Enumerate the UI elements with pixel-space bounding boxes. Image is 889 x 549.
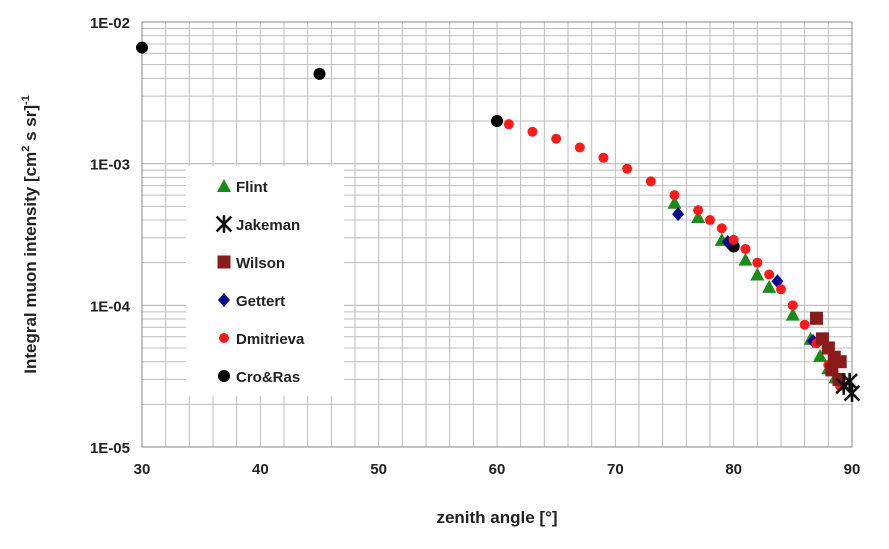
y-axis-title-sup-2: 2 (20, 146, 32, 152)
data-point (503, 119, 514, 130)
data-point (740, 243, 751, 254)
data-point (716, 223, 727, 234)
data-point (667, 195, 682, 209)
x-tick-label: 90 (844, 461, 861, 478)
legend-marker (219, 333, 229, 343)
data-point (776, 284, 786, 295)
data-point (491, 115, 503, 128)
legend-box (186, 166, 344, 396)
data-point (728, 234, 739, 245)
series-croras (136, 41, 740, 253)
y-tick-label: 1E-03 (90, 157, 130, 174)
legend-entry: Cro&Ras (218, 369, 300, 386)
data-points (136, 41, 861, 402)
legend-marker (218, 293, 230, 307)
legend-entry: Flint (217, 179, 268, 196)
legend-entry: Dmitrieva (219, 331, 305, 348)
data-point (762, 279, 777, 293)
legend-label: Flint (236, 179, 268, 196)
legend-entry: Gettert (218, 293, 285, 310)
legend-entry: Wilson (217, 255, 285, 272)
data-point (672, 207, 685, 222)
data-point (669, 190, 680, 201)
data-point (799, 319, 810, 330)
data-point (645, 176, 656, 187)
x-tick-label: 30 (134, 461, 151, 478)
data-point (551, 133, 562, 144)
data-point (622, 163, 633, 174)
legend-label: Gettert (236, 293, 285, 310)
x-tick-label: 50 (370, 461, 387, 478)
x-tick-label: 70 (607, 461, 624, 478)
plot-area-frame (141, 21, 853, 448)
data-point (574, 142, 585, 153)
legend-label: Wilson (236, 255, 285, 272)
legend-label: Dmitrieva (236, 331, 305, 348)
y-axis-title-mid: s sr] (21, 105, 40, 146)
legend-marker (217, 179, 231, 192)
legend-label: Jakeman (236, 217, 300, 234)
data-point (764, 269, 775, 280)
data-point (752, 257, 763, 268)
y-axis-tick-labels: 1E-05 1E-04 1E-03 1E-02 (90, 15, 131, 457)
series-jakeman (835, 372, 861, 402)
legend: Flint Jakeman Wilson Gettert Dmitrieva Cro&Ra… (186, 166, 344, 396)
y-axis-title-sup-exp: -1 (20, 95, 32, 105)
x-tick-label: 40 (252, 461, 269, 478)
x-tick-label: 80 (725, 461, 742, 478)
data-point (693, 205, 704, 216)
y-tick-label: 1E-02 (90, 15, 130, 32)
data-point (598, 152, 609, 163)
y-tick-label: 1E-05 (90, 440, 130, 457)
data-point (527, 126, 538, 137)
data-point (813, 348, 828, 362)
data-point (136, 41, 148, 54)
y-axis-title-main: Integral muon intensity [cm (21, 152, 40, 374)
data-point (750, 267, 765, 281)
data-point (313, 67, 326, 80)
legend-marker (217, 255, 231, 269)
x-axis-title: zenith angle [°] (436, 508, 557, 527)
data-point (691, 210, 706, 224)
x-axis-tick-labels: 30 40 50 60 70 80 90 (134, 461, 861, 478)
data-point (705, 215, 715, 226)
data-point (738, 252, 753, 266)
legend-label: Cro&Ras (236, 369, 300, 386)
data-point (785, 307, 800, 321)
y-tick-label: 1E-04 (90, 298, 131, 315)
legend-entry: Jakeman (215, 215, 300, 234)
y-axis-title: Integral muon intensity [cm2 s sr]-1 (20, 95, 40, 374)
legend-marker (218, 370, 230, 382)
data-point (843, 384, 861, 402)
data-point (810, 311, 823, 325)
x-tick-label: 60 (489, 461, 506, 478)
legend-marker (215, 215, 233, 233)
data-point (787, 300, 798, 311)
